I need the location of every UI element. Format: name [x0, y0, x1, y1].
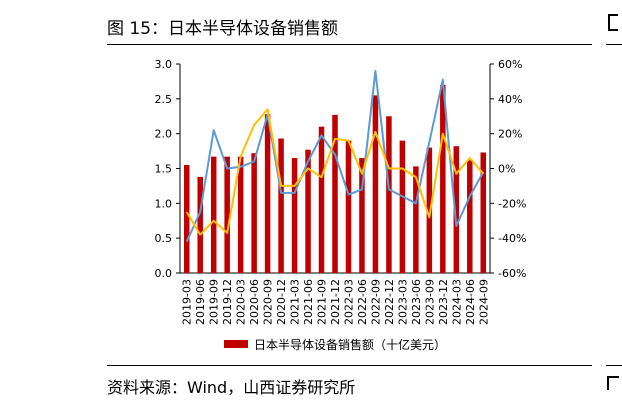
legend-label: 日本半导体设备销售额（十亿美元） — [254, 337, 446, 352]
y-right-tick-label: 40% — [498, 93, 522, 106]
figure-title: 图 15：日本半导体设备销售额 — [107, 19, 339, 39]
x-tick-label: 2022-06 — [356, 279, 369, 325]
y-right-tick-label: 60% — [498, 58, 522, 71]
adjacent-rule-top — [606, 44, 622, 45]
source-note: 资料来源：Wind，山西证券研究所 — [107, 378, 356, 397]
bar — [318, 126, 325, 273]
y-left-tick-label: 0.5 — [155, 232, 173, 245]
bar — [480, 152, 487, 273]
bar-series — [183, 84, 487, 274]
x-tick-label: 2024-06 — [464, 279, 477, 325]
bar — [278, 138, 284, 273]
y-right-tick-label: -40% — [498, 232, 526, 245]
y-right-tick-label: -20% — [498, 197, 526, 210]
y-left-tick-label: 0.0 — [155, 267, 173, 280]
bar — [453, 146, 460, 273]
bar — [372, 95, 379, 273]
bar — [183, 165, 190, 273]
line-yellow — [185, 108, 485, 236]
x-tick-label: 2020-03 — [235, 279, 248, 325]
y-right-tick-label: -60% — [498, 267, 526, 280]
x-tick-label: 2019-03 — [181, 279, 194, 325]
x-tick-label: 2021-06 — [302, 279, 315, 325]
x-tick-label: 2022-12 — [383, 279, 396, 325]
y-left-tick-label: 1.0 — [155, 197, 173, 210]
bar — [237, 156, 244, 273]
source-rule — [107, 365, 592, 366]
bar — [210, 156, 217, 273]
y-left-tick-label: 2.0 — [155, 128, 173, 141]
bar — [264, 114, 271, 273]
x-axis-labels: 2019-03 2019-06 2019-09 2019-12 2020-03 2020-… — [181, 279, 491, 325]
x-tick-label: 2023-09 — [423, 279, 436, 325]
x-tick-label: 2022-03 — [343, 279, 356, 325]
x-tick-label: 2024-09 — [477, 279, 490, 325]
line-series — [185, 70, 485, 243]
x-tick-label: 2020-09 — [262, 279, 275, 325]
adjacent-rule-bottom — [606, 365, 622, 366]
bar — [251, 153, 257, 273]
bar — [197, 176, 203, 273]
legend: 日本半导体设备销售额（十亿美元） — [224, 337, 446, 352]
y-right-tick-label: 0% — [498, 163, 515, 176]
line-blue — [185, 70, 485, 243]
adjacent-source-edge — [607, 376, 619, 390]
x-tick-label: 2023-03 — [396, 279, 409, 325]
y-left-tick-label: 2.5 — [155, 93, 173, 106]
x-tick-label: 2023-06 — [410, 279, 423, 325]
bar — [440, 84, 446, 274]
x-tick-label: 2019-06 — [194, 279, 207, 325]
bar — [291, 158, 298, 273]
x-tick-label: 2022-09 — [369, 279, 382, 325]
x-tick-label: 2019-09 — [208, 279, 221, 325]
title-rule — [107, 44, 592, 45]
bar — [399, 140, 406, 273]
bar — [305, 149, 311, 273]
bar — [224, 156, 230, 273]
x-tick-label: 2024-03 — [450, 279, 463, 325]
y-left-tick-label: 3.0 — [155, 58, 173, 71]
y-left-tick-label: 1.5 — [155, 163, 173, 176]
x-tick-label: 2023-12 — [437, 279, 450, 325]
bar — [467, 160, 473, 273]
chart-axes: 0.0 0.5 1.0 1.5 2.0 2.5 3.0 -60% -40% -20% 0% 20% 40… — [155, 58, 527, 280]
legend-swatch — [224, 340, 248, 348]
y-right-tick-label: 20% — [498, 128, 522, 141]
x-tick-label: 2021-09 — [316, 279, 329, 325]
x-tick-label: 2021-12 — [329, 279, 342, 325]
bar — [386, 116, 392, 273]
bar — [426, 147, 433, 273]
bar — [345, 140, 352, 273]
x-tick-label: 2020-12 — [275, 279, 288, 325]
bar — [413, 166, 419, 273]
x-tick-label: 2020-06 — [248, 279, 261, 325]
x-tick-label: 2021-03 — [289, 279, 302, 325]
bar — [332, 114, 338, 274]
adjacent-figure-edge — [608, 14, 618, 31]
x-tick-label: 2019-12 — [221, 279, 234, 325]
bar — [359, 158, 365, 273]
